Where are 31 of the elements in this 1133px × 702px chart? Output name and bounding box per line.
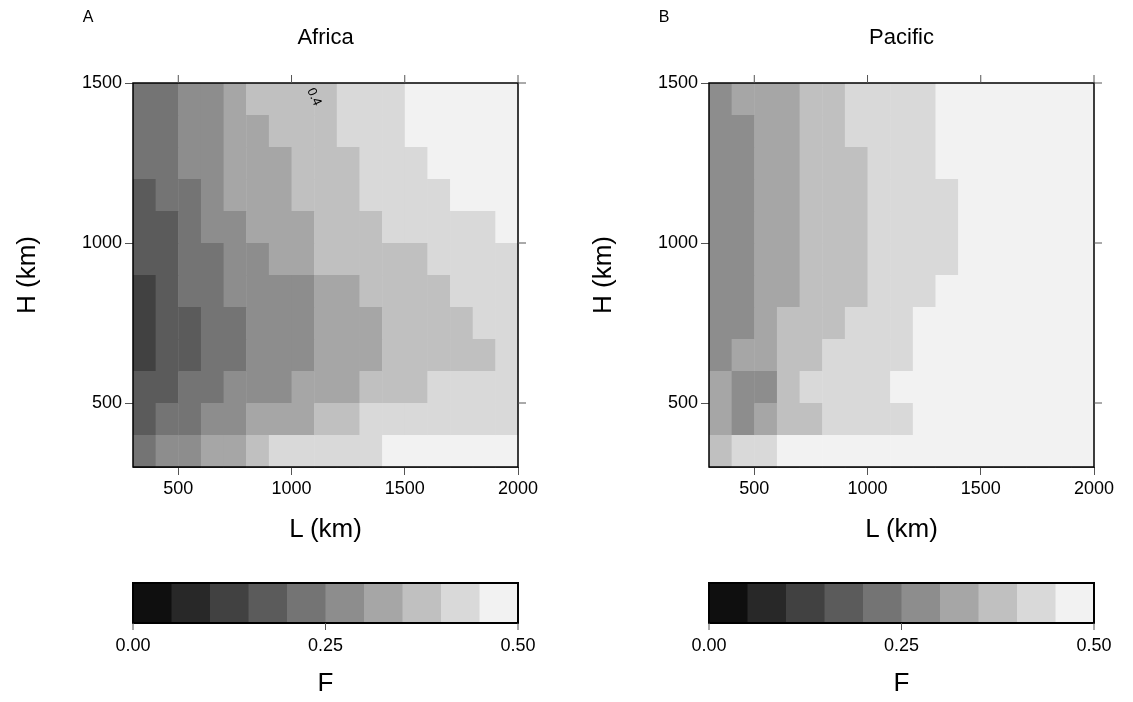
x-tick-label: 1000 (847, 477, 888, 498)
x-axis-title: L (km) (289, 512, 362, 543)
color-bar-title: F (893, 667, 910, 698)
color-bar-label: 0.25 (307, 634, 344, 655)
color-bar-label: 0.25 (883, 634, 920, 655)
y-tick-label: 1000 (81, 231, 122, 252)
x-tick-label: 1500 (960, 477, 1001, 498)
x-tick-label: 2000 (1073, 477, 1115, 498)
x-tick-label: 500 (739, 477, 770, 498)
color-bar-label: 0.00 (691, 634, 727, 655)
y-tick-label: 1000 (657, 231, 698, 252)
y-tick-label: 1500 (657, 71, 698, 92)
x-tick-label: 2000 (497, 477, 539, 498)
y-tick-label: 500 (91, 391, 122, 412)
y-tick-label: 500 (667, 391, 698, 412)
color-bar-label: 0.00 (115, 634, 151, 655)
x-axis-title: L (km) (865, 512, 938, 543)
color-bar-label: 0.50 (500, 634, 536, 655)
color-bar-label: 0.50 (1076, 634, 1112, 655)
x-tick-label: 1500 (384, 477, 425, 498)
text: A (82, 8, 94, 26)
text: B (658, 8, 670, 26)
annotation: 0.4 (304, 85, 326, 108)
chart-title: Africa (297, 24, 355, 50)
y-tick-label: 1500 (81, 71, 122, 92)
x-tick-label: 500 (163, 477, 194, 498)
y-axis-title: H (km) (586, 236, 617, 314)
chart-title: Pacific (869, 24, 934, 50)
color-bar-title: F (317, 667, 334, 698)
y-axis-title: H (km) (10, 236, 41, 314)
x-tick-label: 1000 (271, 477, 312, 498)
